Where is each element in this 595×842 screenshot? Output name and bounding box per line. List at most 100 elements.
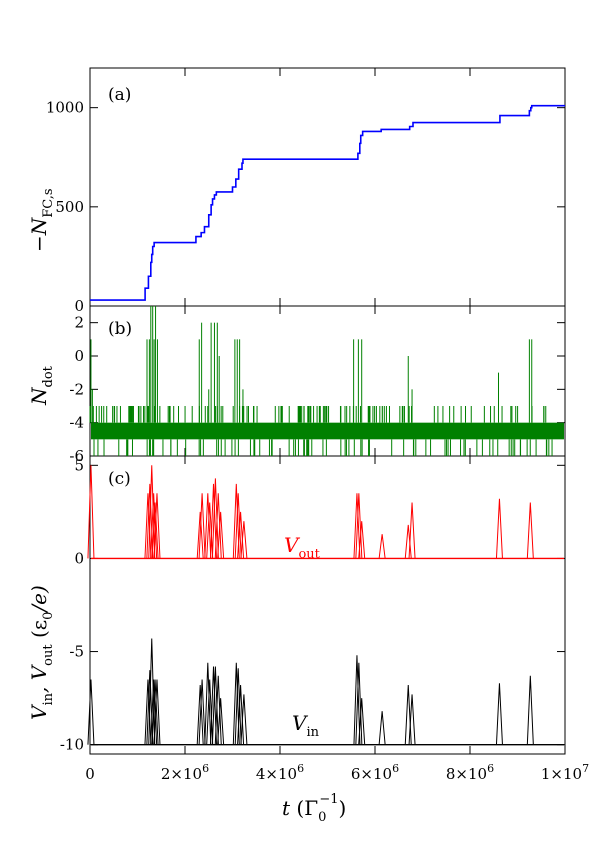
ylabel-a-sub: FC,s <box>41 188 56 217</box>
xtick-label-exp-3: 6 <box>392 762 399 775</box>
spike-c-0-12 <box>211 478 219 559</box>
ylabel-c-in: in <box>41 692 56 705</box>
ytick-label-c-0: -10 <box>60 736 84 754</box>
ylabel-c-eps-sub: 0 <box>41 612 56 620</box>
spike-c-1-24 <box>408 694 416 745</box>
spike-c-0-19 <box>353 493 361 559</box>
ylabel-b-main: N <box>27 386 51 406</box>
xtick-label-base-1: 2×10 <box>161 765 202 783</box>
spike-c-0-16 <box>234 493 242 559</box>
spike-c-0-18 <box>240 521 248 559</box>
spike-c-1-6 <box>153 679 161 745</box>
ytick-label-a-2: 1000 <box>46 99 84 117</box>
xtick-label-base-2: 4×10 <box>256 765 297 783</box>
xtick-label-2: 4×106 <box>256 762 304 783</box>
spike-c-0-24 <box>408 502 416 559</box>
ylabel-c-v2: , V <box>27 663 51 693</box>
spike-c-1-7 <box>196 685 204 745</box>
panel-c-label: (c) <box>108 469 131 489</box>
xtick-label-base-0: 0 <box>85 765 95 783</box>
ytick-label-b-2: -2 <box>69 380 84 398</box>
ytick-label-c-2: 0 <box>74 549 84 567</box>
xtick-label-3: 6×106 <box>351 762 399 783</box>
ylabel-c-v1: V <box>27 703 51 720</box>
xtick-label-4: 8×106 <box>446 762 494 783</box>
spike-c-1-0 <box>87 679 95 745</box>
spike-c-1-18 <box>240 694 248 745</box>
vout-label-sub: out <box>298 547 320 562</box>
xtick-label-exp-2: 6 <box>297 762 304 775</box>
xtick-label-base-3: 6×10 <box>351 765 392 783</box>
ylabel-c-out: out <box>41 644 56 666</box>
spike-c-1-4 <box>150 679 158 745</box>
spike-c-1-9 <box>204 662 212 745</box>
ylabel-a-main: −N <box>27 216 51 252</box>
spike-c-0-5 <box>151 502 159 559</box>
spike-c-1-11 <box>210 666 217 745</box>
spike-c-1-1 <box>144 679 152 745</box>
ylabel-a: −NFC,s <box>27 188 56 252</box>
spike-c-1-25 <box>495 683 503 745</box>
spike-c-1-15 <box>232 662 240 745</box>
panel-a-label: (a) <box>108 85 131 105</box>
xtick-label-base-5: 1×10 <box>541 765 582 783</box>
panel-b-label: (b) <box>108 319 132 339</box>
spike-c-0-9 <box>204 493 212 559</box>
vin-label: Vin <box>292 711 320 740</box>
spike-c-0-0 <box>87 465 95 559</box>
spike-c-1-12 <box>211 666 219 745</box>
spike-c-1-13 <box>214 675 222 745</box>
spike-c-0-22 <box>378 534 386 559</box>
spike-c-0-6 <box>153 493 161 559</box>
ylabel-b-sub: dot <box>41 365 56 387</box>
xtick-label-1: 2×106 <box>161 762 209 783</box>
xtick-label-base-4: 8×10 <box>446 765 487 783</box>
ylabel-c-eps: (ε <box>27 620 51 645</box>
panel-a-frame <box>89 67 566 307</box>
ytick-label-b-0: -6 <box>69 447 84 465</box>
ytick-label-a-1: 500 <box>55 198 84 216</box>
vin-label-sub: in <box>306 725 319 740</box>
ylabel-b: Ndot <box>27 365 56 406</box>
spike-c-1-26 <box>526 675 534 745</box>
ytick-label-b-3: 0 <box>74 347 84 365</box>
ylabel-c: Vin, Vout (ε0/e) <box>27 585 56 720</box>
spike-c-1-22 <box>378 711 386 745</box>
spike-c-1-16 <box>234 668 242 745</box>
spike-c-0-23 <box>404 524 412 559</box>
xlabel-gamma-exp: −1 <box>319 792 338 807</box>
vin-label-main: V <box>292 711 309 735</box>
xtick-label-exp-1: 6 <box>202 762 209 775</box>
xtick-label-5: 1×107 <box>541 762 589 783</box>
spike-c-0-4 <box>150 493 158 559</box>
spike-c-0-11 <box>210 483 217 559</box>
vout-label: Vout <box>284 533 321 562</box>
series-a-0 <box>90 104 565 301</box>
spike-c-1-14 <box>217 698 225 745</box>
xlabel-gamma: (Γ <box>290 796 318 820</box>
spike-c-0-13 <box>214 493 222 559</box>
panel-c-frame <box>89 455 566 755</box>
ytick-label-b-4: 2 <box>74 314 84 332</box>
spike-c-0-7 <box>196 511 204 559</box>
ytick-label-c-3: 5 <box>74 456 84 474</box>
spike-c-0-14 <box>217 511 225 559</box>
xlabel-close: ) <box>339 796 347 820</box>
xlabel-t: t <box>282 796 291 820</box>
spike-c-1-5 <box>151 679 159 745</box>
xtick-label-0: 0 <box>85 765 95 783</box>
spike-c-0-15 <box>232 483 240 559</box>
vout-label-main: V <box>284 533 301 557</box>
ytick-label-c-1: -5 <box>69 643 84 661</box>
spike-c-0-26 <box>526 502 534 559</box>
xlabel: t (Γ0 −1) <box>282 792 346 825</box>
spike-c-0-25 <box>495 498 503 559</box>
spike-c-1-21 <box>358 698 366 745</box>
spike-c-0-8 <box>198 493 206 559</box>
spike-c-1-8 <box>198 679 206 745</box>
spike-c-1-19 <box>353 655 361 745</box>
spike-c-0-21 <box>358 521 366 559</box>
ylabel-c-unit: /e) <box>27 585 51 613</box>
xtick-label-exp-5: 7 <box>582 762 589 775</box>
